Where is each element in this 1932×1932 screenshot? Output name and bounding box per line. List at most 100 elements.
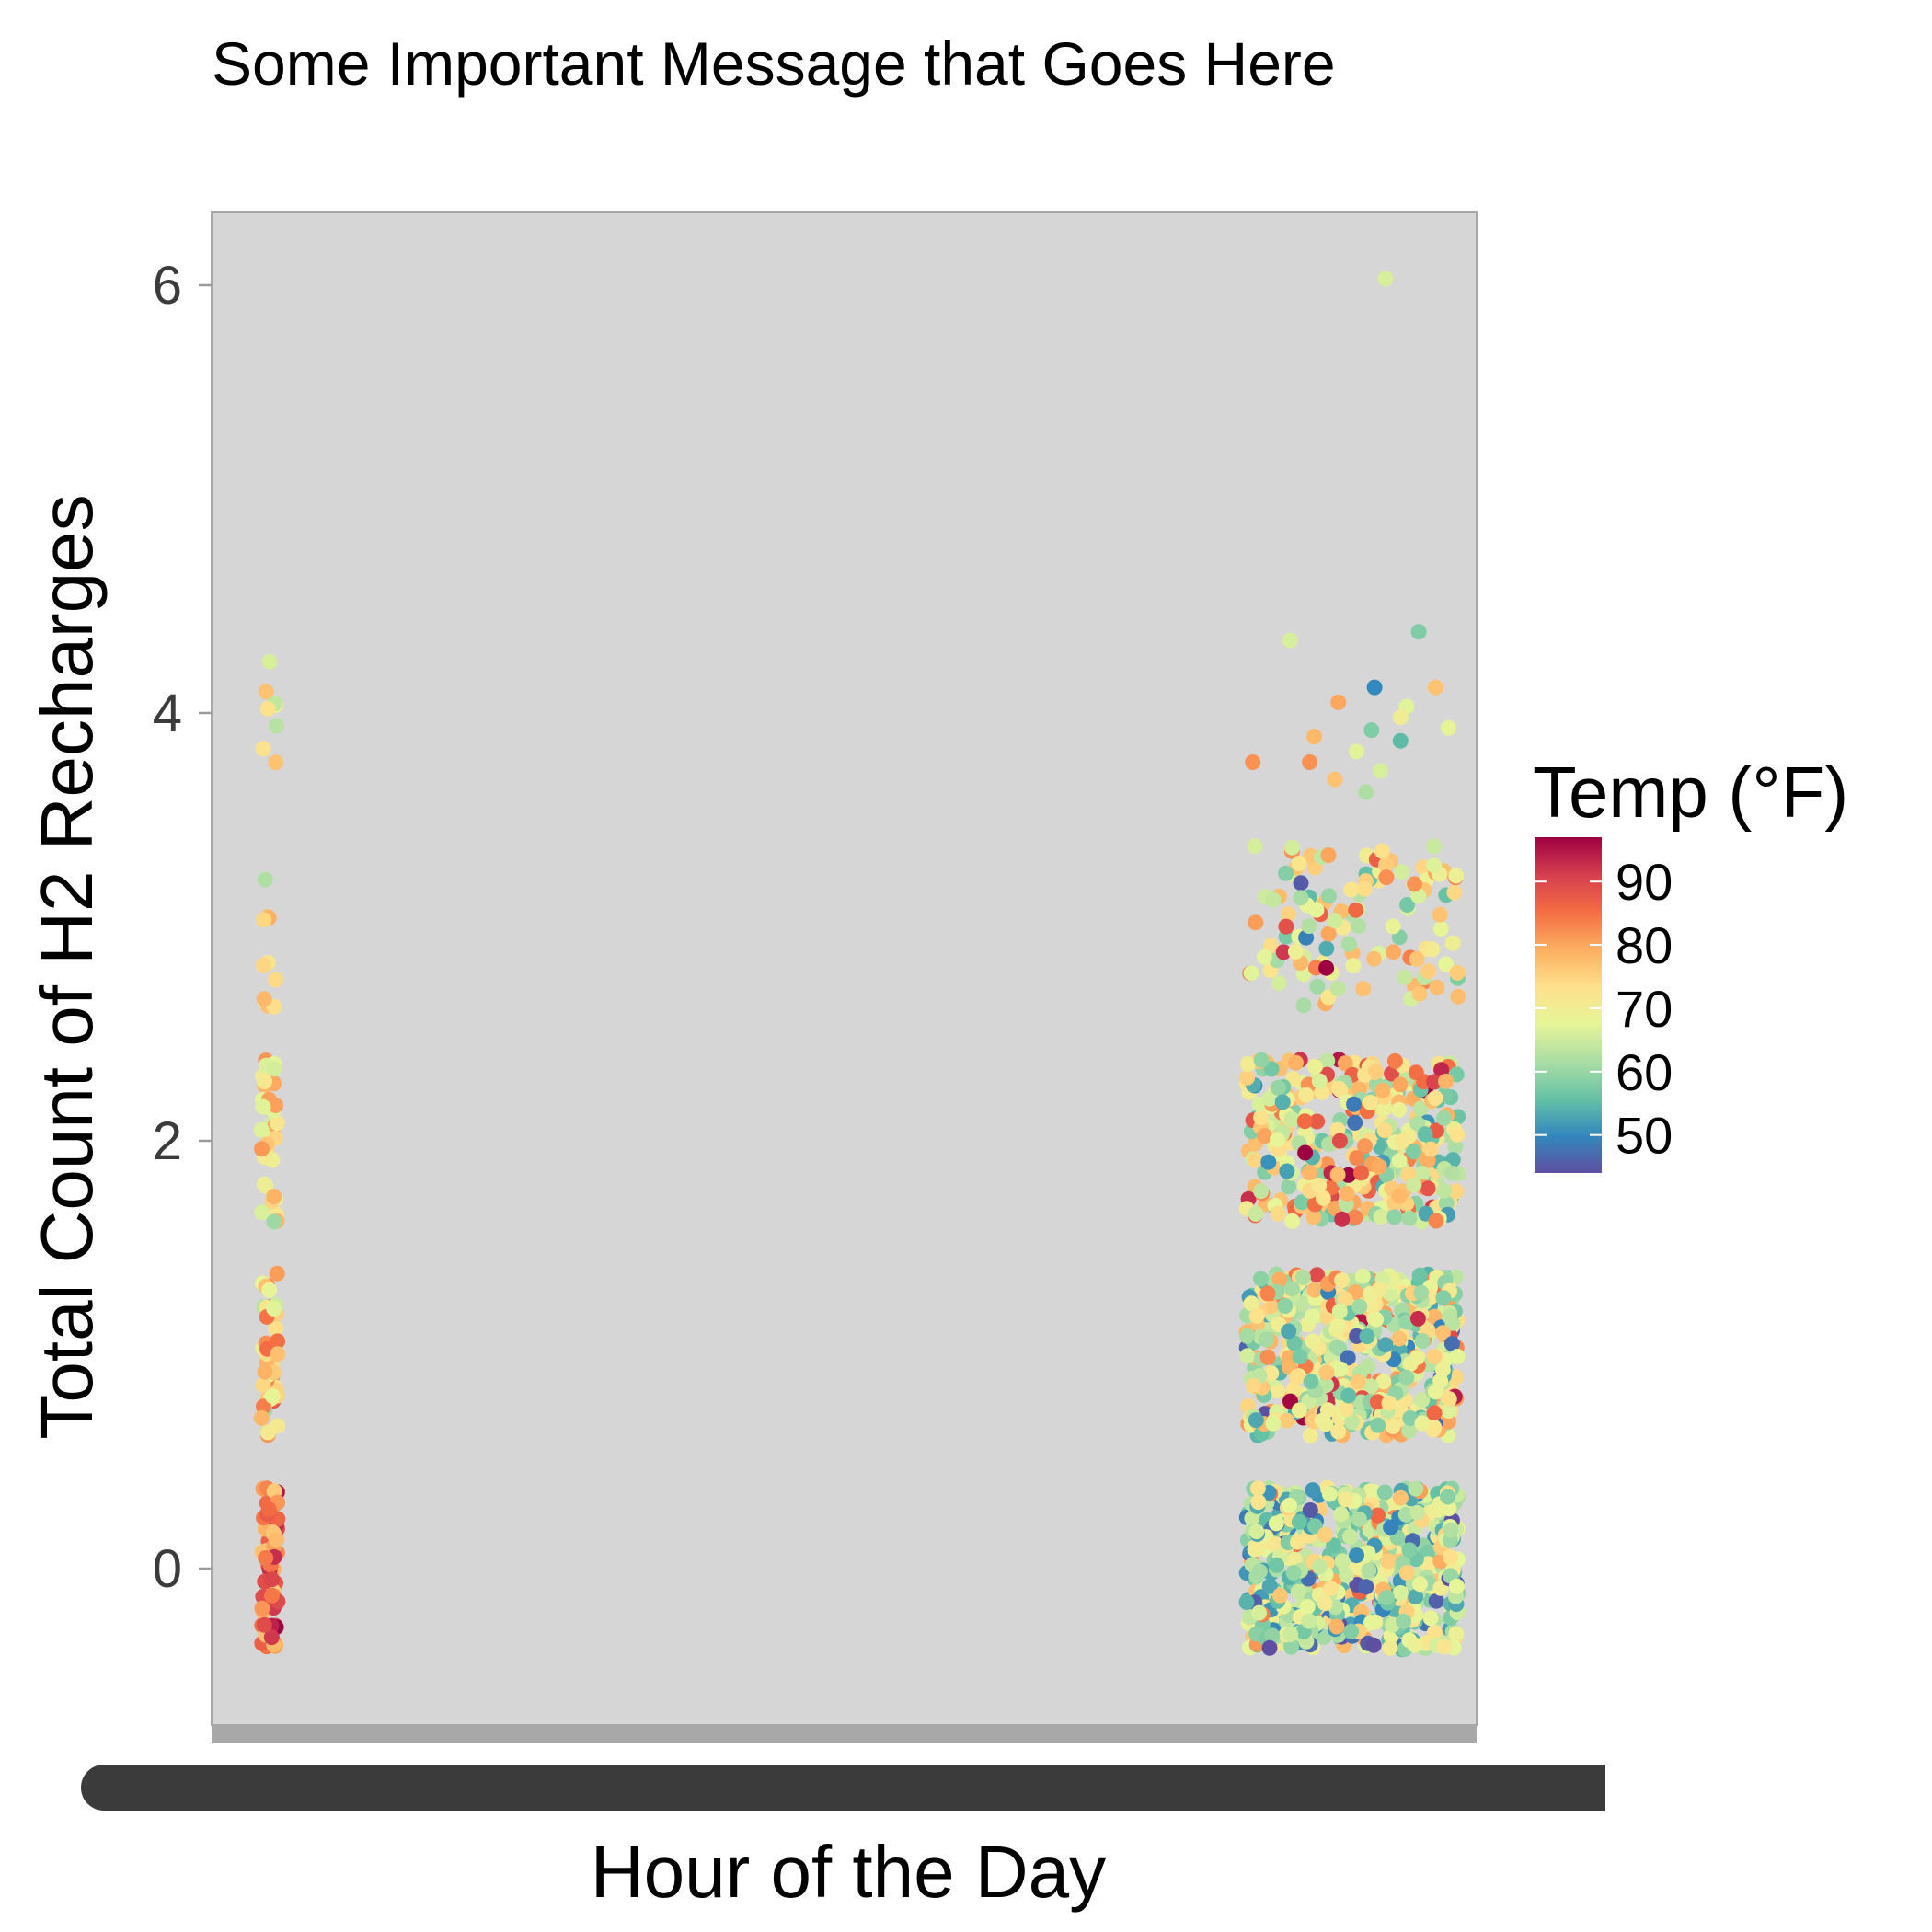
data-point (1345, 958, 1362, 974)
data-point (1247, 1541, 1263, 1558)
data-point (264, 1388, 281, 1404)
data-point (1299, 1599, 1316, 1615)
data-point (1334, 1211, 1351, 1227)
data-point (1268, 1515, 1284, 1532)
data-point (1302, 847, 1318, 864)
data-point (1309, 1267, 1325, 1283)
data-point (1427, 679, 1443, 696)
data-point (1295, 997, 1312, 1014)
data-point (1337, 1491, 1353, 1508)
data-point (1282, 1627, 1299, 1642)
data-point (1269, 1557, 1285, 1573)
data-point (1251, 1563, 1268, 1580)
data-point (1340, 1387, 1357, 1404)
data-point (1283, 1639, 1299, 1655)
data-point (1392, 1489, 1409, 1506)
data-point (1331, 1303, 1348, 1319)
data-point (1261, 1090, 1278, 1107)
data-point (1411, 985, 1428, 1002)
data-point (1371, 1158, 1387, 1175)
data-point (1358, 1579, 1374, 1595)
data-point (1280, 906, 1296, 923)
data-point (1409, 1350, 1425, 1366)
data-point (1339, 1567, 1355, 1583)
data-point (1373, 763, 1388, 779)
data-point (1329, 1167, 1346, 1183)
data-point (1306, 1282, 1323, 1298)
data-point (1410, 888, 1427, 904)
data-point (1291, 855, 1307, 871)
data-point (256, 957, 271, 973)
data-point (1239, 1056, 1256, 1072)
data-point (1377, 1337, 1394, 1353)
data-point (1284, 839, 1300, 856)
data-point (1443, 1522, 1459, 1538)
data-point (1288, 1054, 1304, 1071)
data-point (1248, 1308, 1265, 1324)
data-point (1259, 1349, 1276, 1365)
data-point (1438, 956, 1455, 972)
data-point (1271, 975, 1287, 992)
data-point (1305, 1209, 1322, 1225)
data-point (1340, 1350, 1356, 1366)
data-point (264, 1571, 281, 1588)
data-point (264, 1587, 280, 1604)
data-point (1303, 1374, 1319, 1390)
data-point (1432, 906, 1448, 923)
data-point (1270, 1132, 1285, 1148)
data-point (1370, 1507, 1386, 1524)
data-point (1285, 1565, 1302, 1581)
data-point (1305, 1308, 1321, 1325)
data-point (1311, 1073, 1328, 1089)
data-point (1426, 1420, 1443, 1435)
data-point (266, 1061, 282, 1077)
data-point (1281, 1179, 1297, 1195)
data-point (1253, 1110, 1270, 1126)
data-point (256, 1398, 271, 1415)
data-point (261, 653, 278, 670)
data-point (266, 1213, 282, 1230)
data-point (1422, 1141, 1439, 1157)
data-point (1365, 1637, 1382, 1653)
data-point (258, 684, 274, 700)
data-point (1377, 270, 1394, 287)
data-point (1294, 1269, 1311, 1285)
data-point (1394, 1133, 1410, 1149)
data-point (1443, 1336, 1460, 1352)
data-point (1274, 1094, 1291, 1110)
data-point (253, 1409, 270, 1426)
data-point (1401, 1422, 1418, 1439)
data-point (1309, 1113, 1326, 1130)
data-point (1355, 981, 1372, 997)
data-point (1270, 1383, 1286, 1399)
data-point (1334, 1272, 1350, 1289)
data-point (1263, 1365, 1280, 1382)
data-point (1363, 1615, 1379, 1631)
data-point (256, 1616, 272, 1633)
data-point (1328, 1339, 1345, 1355)
data-point (268, 972, 284, 988)
data-point (1291, 1513, 1307, 1530)
data-point (1305, 1333, 1321, 1350)
data-point (1337, 1055, 1353, 1072)
data-point (1284, 1213, 1301, 1229)
data-point (1326, 1537, 1342, 1554)
legend-tick-label: 50 (1616, 1107, 1673, 1165)
data-point (266, 1300, 282, 1317)
data-point (1263, 1061, 1280, 1077)
data-point (268, 1098, 284, 1113)
data-point (1288, 1369, 1305, 1386)
data-point (257, 1074, 272, 1089)
data-point (1270, 1079, 1286, 1096)
data-point (1249, 1480, 1266, 1497)
data-point (1323, 1179, 1340, 1196)
data-point (1318, 940, 1335, 957)
data-point (1307, 1058, 1323, 1075)
data-point (1290, 1534, 1305, 1550)
data-point (1448, 1578, 1465, 1594)
data-point (1349, 1150, 1365, 1167)
data-point (1348, 743, 1364, 760)
data-point (1432, 921, 1449, 937)
data-point (1398, 1565, 1415, 1581)
